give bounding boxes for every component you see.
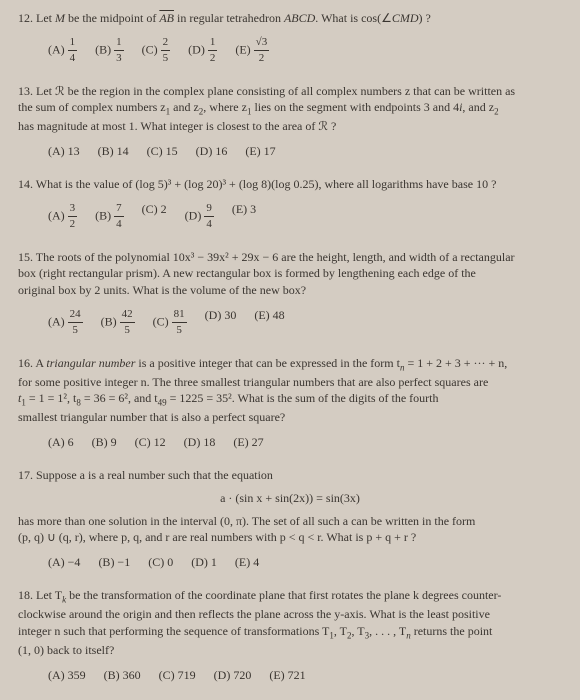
question-16: 16. A triangular number is a positive in… bbox=[18, 355, 562, 451]
choice-c: (C) 25 bbox=[142, 35, 171, 67]
choice-d: (D) 30 bbox=[205, 307, 237, 339]
choice-e: (E) 4 bbox=[235, 554, 259, 571]
choice-a: (A) 245 bbox=[48, 307, 83, 339]
answer-choices: (A) 359 (B) 360 (C) 719 (D) 720 (E) 721 bbox=[18, 667, 562, 684]
choice-c: (C) 2 bbox=[142, 201, 167, 233]
choice-e: (E) 3 bbox=[232, 201, 256, 233]
choice-d: (D) 18 bbox=[184, 434, 216, 451]
choice-d: (D) 720 bbox=[214, 667, 252, 684]
choice-b: (B) 425 bbox=[101, 307, 135, 339]
choice-b: (B) 13 bbox=[95, 35, 124, 67]
question-number: 18. bbox=[18, 588, 33, 602]
choice-b: (B) 360 bbox=[104, 667, 141, 684]
question-number: 15. bbox=[18, 250, 33, 264]
choice-d: (D) 12 bbox=[188, 35, 217, 67]
question-14: 14. What is the value of (log 5)³ + (log… bbox=[18, 176, 562, 233]
question-text: 16. A triangular number is a positive in… bbox=[18, 355, 562, 427]
choice-b: (B) 9 bbox=[92, 434, 117, 451]
choice-a: (A) 14 bbox=[48, 35, 77, 67]
question-number: 12. bbox=[18, 11, 33, 25]
choice-a: (A) 32 bbox=[48, 201, 77, 233]
choice-c: (C) 815 bbox=[153, 307, 187, 339]
question-13: 13. Let ℛ be the region in the complex p… bbox=[18, 83, 562, 160]
choice-e: (E) 721 bbox=[269, 667, 305, 684]
choice-d: (D) 16 bbox=[196, 143, 228, 160]
question-text: 17. Suppose a is a real number such that… bbox=[18, 467, 562, 546]
question-text: 15. The roots of the polynomial 10x³ − 3… bbox=[18, 249, 562, 299]
answer-choices: (A) 32 (B) 74 (C) 2 (D) 94 (E) 3 bbox=[18, 201, 562, 233]
question-18: 18. Let Tk be the transformation of the … bbox=[18, 587, 562, 683]
choice-b: (B) 74 bbox=[95, 201, 124, 233]
choice-b: (B) −1 bbox=[98, 554, 130, 571]
answer-choices: (A) 13 (B) 14 (C) 15 (D) 16 (E) 17 bbox=[18, 143, 562, 160]
choice-e: (E) 48 bbox=[254, 307, 284, 339]
question-number: 17. bbox=[18, 468, 33, 482]
question-number: 13. bbox=[18, 84, 33, 98]
choice-a: (A) 359 bbox=[48, 667, 86, 684]
choice-e: (E) 27 bbox=[233, 434, 263, 451]
question-number: 14. bbox=[18, 177, 33, 191]
answer-choices: (A) −4 (B) −1 (C) 0 (D) 1 (E) 4 bbox=[18, 554, 562, 571]
question-text: 18. Let Tk be the transformation of the … bbox=[18, 587, 562, 659]
choice-a: (A) 6 bbox=[48, 434, 74, 451]
question-text: 13. Let ℛ be the region in the complex p… bbox=[18, 83, 562, 136]
choice-c: (C) 15 bbox=[147, 143, 178, 160]
choice-a: (A) 13 bbox=[48, 143, 80, 160]
answer-choices: (A) 6 (B) 9 (C) 12 (D) 18 (E) 27 bbox=[18, 434, 562, 451]
question-text: 12. Let M be the midpoint of AB in regul… bbox=[18, 10, 562, 27]
question-text: 14. What is the value of (log 5)³ + (log… bbox=[18, 176, 562, 193]
answer-choices: (A) 245 (B) 425 (C) 815 (D) 30 (E) 48 bbox=[18, 307, 562, 339]
question-number: 16. bbox=[18, 356, 33, 370]
choice-a: (A) −4 bbox=[48, 554, 80, 571]
equation: a · (sin x + sin(2x)) = sin(3x) bbox=[18, 490, 562, 507]
question-17: 17. Suppose a is a real number such that… bbox=[18, 467, 562, 571]
choice-b: (B) 14 bbox=[98, 143, 129, 160]
question-15: 15. The roots of the polynomial 10x³ − 3… bbox=[18, 249, 562, 339]
answer-choices: (A) 14 (B) 13 (C) 25 (D) 12 (E) √32 bbox=[18, 35, 562, 67]
question-12: 12. Let M be the midpoint of AB in regul… bbox=[18, 10, 562, 67]
choice-e: (E) 17 bbox=[245, 143, 275, 160]
choice-d: (D) 94 bbox=[185, 201, 214, 233]
choice-c: (C) 0 bbox=[148, 554, 173, 571]
choice-c: (C) 12 bbox=[135, 434, 166, 451]
choice-c: (C) 719 bbox=[159, 667, 196, 684]
choice-d: (D) 1 bbox=[191, 554, 217, 571]
choice-e: (E) √32 bbox=[235, 35, 269, 67]
